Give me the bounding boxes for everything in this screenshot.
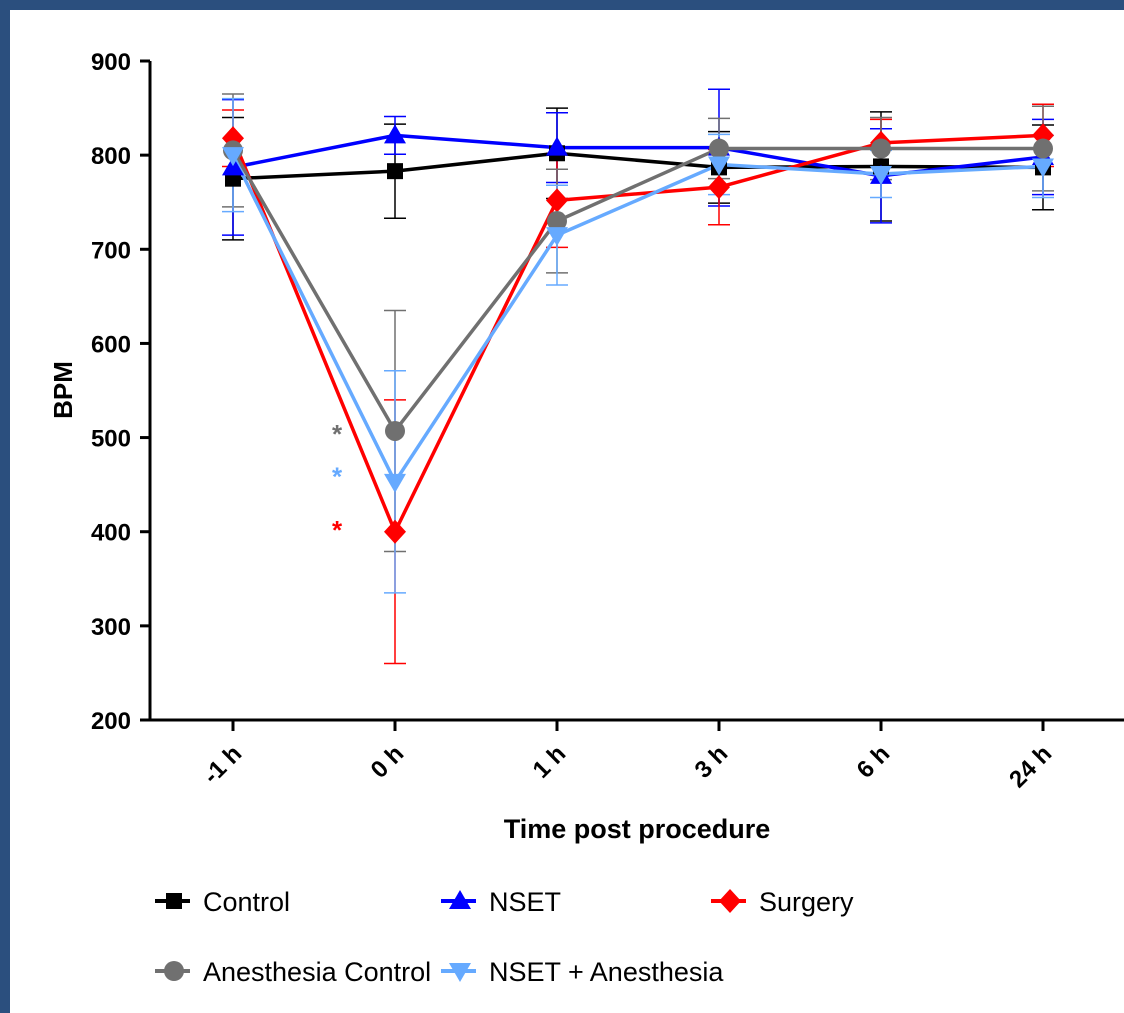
legend-label-control: Control <box>203 887 290 917</box>
nset-anesthesia-point <box>1032 158 1054 178</box>
anesthesia-control-point <box>871 138 891 159</box>
nset-anesthesia-point <box>384 473 406 493</box>
anesthesia-control-point <box>547 211 567 232</box>
x-ticks: -1 h 0 h 1 h 3 h 6 h 24 h <box>198 720 1057 793</box>
legend-label-anesthesia-control: Anesthesia Control <box>203 957 431 987</box>
anesthesia-control-point <box>385 420 405 441</box>
series-markers <box>222 123 1054 544</box>
nset-anesthesia-point <box>708 156 730 176</box>
axes: BPM Time post procedure <box>48 61 1124 844</box>
y-axis-label: BPM <box>48 361 78 419</box>
legend-marker-anesthesia-control <box>164 961 184 981</box>
y-tick-label: 200 <box>91 708 131 735</box>
legend-marker-surgery <box>719 889 741 913</box>
surgery-point <box>708 175 730 200</box>
legend-marker-nset <box>449 890 471 909</box>
legend-marker-nset-anesthesia <box>449 963 471 982</box>
legend-label-nset-anesthesia: NSET + Anesthesia <box>489 957 724 987</box>
x-axis-label: Time post procedure <box>504 814 771 844</box>
y-tick-label: 800 <box>91 143 131 170</box>
surgery-point <box>546 188 568 213</box>
surgery-line <box>231 133 1044 534</box>
y-tick-label: 500 <box>91 426 131 453</box>
anesthesia-control-line <box>231 146 1043 433</box>
y-tick-label: 600 <box>91 331 131 358</box>
y-tick-label: 700 <box>91 237 131 264</box>
significance-star: * <box>332 419 343 449</box>
y-tick-label: 400 <box>91 520 131 547</box>
x-tick-label: 6 h <box>852 740 896 784</box>
x-tick-label: -1 h <box>198 740 247 789</box>
error-bars <box>222 88 1054 665</box>
y-ticks: 200 300 400 500 600 700 800 900 <box>91 49 150 735</box>
surgery-point <box>384 519 406 544</box>
series-lines <box>231 133 1044 534</box>
line-chart: BPM Time post procedure 200 300 400 500 600 7… <box>48 49 1124 987</box>
nset-anesthesia-line <box>231 154 1044 484</box>
x-tick-label: 24 h <box>1004 740 1057 793</box>
significance-annotations: * * * <box>332 419 343 545</box>
nset-point <box>384 124 406 144</box>
anesthesia-control-point <box>709 138 729 159</box>
control-point <box>387 163 403 180</box>
control-line <box>232 151 1044 181</box>
y-tick-label: 900 <box>91 49 131 76</box>
legend-label-surgery: Surgery <box>759 887 854 917</box>
nset-anesthesia-point <box>222 147 244 167</box>
nset-anesthesia-point <box>546 227 568 247</box>
x-tick-label: 3 h <box>690 740 734 784</box>
legend-marker-control <box>166 893 182 909</box>
significance-star: * <box>332 515 343 545</box>
significance-star: * <box>332 462 343 492</box>
y-tick-label: 300 <box>91 614 131 641</box>
anesthesia-control-point <box>1033 138 1053 159</box>
nset-point <box>546 136 568 156</box>
legend-label-nset: NSET <box>489 887 561 917</box>
nset-anesthesia-point <box>870 165 892 185</box>
x-tick-label: 0 h <box>366 740 410 784</box>
x-tick-label: 1 h <box>528 740 572 784</box>
legend: Control NSET Surgery Anesthesia Control NSET… <box>155 887 854 987</box>
